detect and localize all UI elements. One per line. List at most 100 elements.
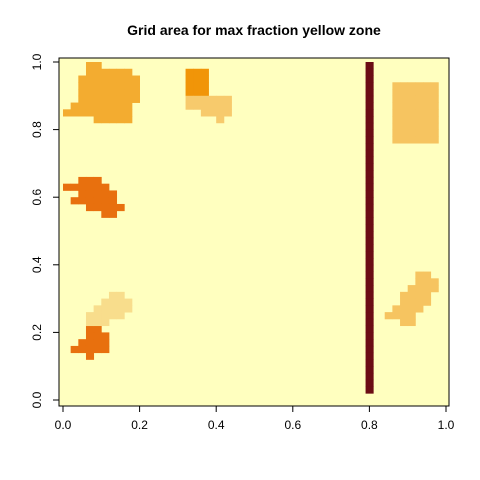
heatmap-cell — [116, 95, 125, 103]
heatmap-cell — [101, 75, 110, 83]
heatmap-cell — [365, 251, 374, 259]
heatmap-cell — [407, 285, 416, 293]
heatmap-cell — [131, 89, 140, 97]
heatmap-cell — [407, 102, 416, 110]
heatmap-cell — [116, 312, 125, 320]
heatmap-cell — [131, 82, 140, 90]
heatmap-cell — [108, 291, 118, 299]
heatmap-cell — [124, 298, 133, 306]
heatmap-cell — [78, 95, 87, 103]
heatmap-cell — [423, 82, 432, 90]
heatmap-cell — [85, 332, 95, 340]
heatmap-cell — [415, 305, 424, 313]
heatmap-cell — [200, 89, 209, 97]
heatmap-cell — [365, 149, 374, 158]
heatmap-cell — [85, 312, 95, 320]
heatmap-cell — [430, 122, 439, 130]
heatmap-cell — [93, 197, 102, 205]
heatmap-cell — [400, 109, 409, 117]
heatmap-cell — [400, 122, 409, 130]
heatmap-cell — [185, 82, 194, 90]
heatmap-cell — [392, 305, 401, 313]
heatmap-cell — [124, 116, 133, 124]
heatmap-cell — [116, 102, 125, 110]
heatmap-cell — [108, 305, 118, 313]
heatmap-cell — [365, 298, 374, 306]
heatmap-cell — [365, 318, 374, 327]
heatmap-cell — [124, 102, 133, 110]
heatmap-cell — [185, 68, 194, 76]
heatmap-cell — [407, 109, 416, 117]
heatmap-cell — [365, 183, 374, 191]
heatmap-cell — [101, 312, 110, 320]
heatmap-cell — [365, 386, 374, 394]
heatmap-cell — [415, 285, 424, 293]
heatmap-cell — [93, 75, 102, 83]
heatmap-cell — [392, 89, 401, 97]
heatmap-cell — [423, 102, 432, 110]
heatmap-cell — [101, 318, 110, 327]
heatmap-cell — [400, 129, 409, 137]
heatmap-cell — [415, 102, 424, 110]
heatmap-cell — [365, 95, 374, 103]
heatmap-cell — [365, 244, 374, 252]
heatmap-cell — [400, 116, 409, 124]
heatmap-cell — [365, 190, 374, 198]
heatmap-cell — [365, 291, 374, 299]
heatmap-cell — [400, 291, 409, 299]
heatmap-cell — [185, 89, 194, 97]
heatmap-cell — [124, 95, 133, 103]
heatmap-cell — [407, 298, 416, 306]
heatmap-cell — [392, 122, 401, 130]
heatmap-cell — [200, 109, 209, 117]
heatmap-cell — [423, 129, 432, 137]
heatmap-cell — [400, 136, 409, 144]
heatmap-cell — [193, 82, 202, 90]
heatmap-cell — [423, 89, 432, 97]
heatmap-cell — [200, 82, 209, 90]
heatmap-cell — [78, 82, 87, 90]
heatmap-cell — [93, 190, 102, 198]
heatmap-cell — [415, 136, 424, 144]
heatmap-cell — [185, 95, 194, 103]
heatmap-cell — [193, 75, 202, 83]
heatmap-cell — [93, 68, 102, 76]
heatmap-cell — [93, 62, 102, 70]
heatmap-cell — [400, 82, 409, 90]
heatmap-cell — [116, 291, 125, 299]
heatmap-cell — [85, 190, 95, 198]
heatmap-cell — [108, 68, 118, 76]
heatmap-cell — [423, 291, 432, 299]
heatmap-cell — [116, 89, 125, 97]
y-axis: 0.0 0.2 0.4 0.6 0.8 1.0 — [30, 53, 60, 408]
heatmap-cell — [78, 176, 87, 185]
heatmap-cell — [415, 271, 424, 279]
heatmap-cell — [200, 102, 209, 110]
heatmap-cell — [85, 183, 95, 191]
heatmap-cell — [185, 75, 194, 83]
heatmap-cell — [415, 298, 424, 306]
heatmap-cell — [101, 298, 110, 306]
heatmap-cell — [93, 339, 102, 347]
heatmap-cell — [392, 116, 401, 124]
heatmap-cell — [430, 95, 439, 103]
heatmap-cell — [365, 224, 374, 232]
heatmap-cell — [407, 305, 416, 313]
heatmap-cell — [108, 75, 118, 83]
heatmap-cell — [93, 89, 102, 97]
heatmap-cell — [108, 109, 118, 117]
heatmap-cell — [63, 109, 72, 117]
heatmap-cell — [101, 68, 110, 76]
heatmap-cell — [415, 89, 424, 97]
plot-frame — [58, 57, 450, 407]
heatmap-cell — [131, 95, 140, 103]
heatmap-cell — [415, 278, 424, 286]
heatmap-cell — [365, 203, 374, 212]
heatmap-cell — [430, 136, 439, 144]
heatmap-cell — [200, 75, 209, 83]
heatmap-cell — [78, 190, 87, 198]
heatmap-cell — [365, 285, 374, 293]
heatmap-cell — [78, 89, 87, 97]
heatmap-cell — [365, 372, 374, 381]
heatmap-cell — [101, 116, 110, 124]
